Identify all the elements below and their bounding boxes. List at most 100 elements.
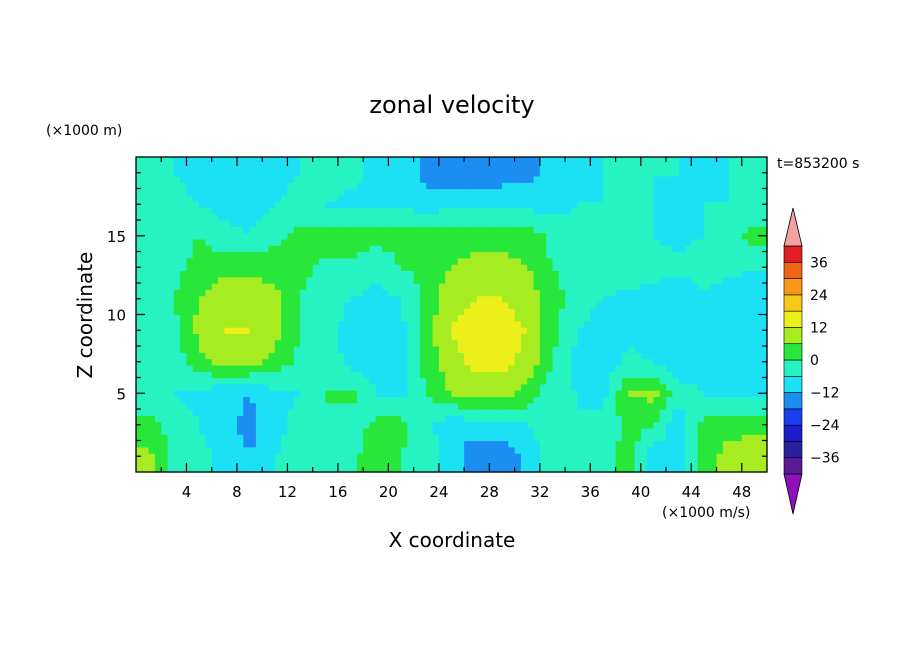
contour-cell — [748, 421, 755, 429]
contour-cell — [401, 352, 408, 360]
contour-cell — [173, 377, 181, 385]
contour-cell — [243, 201, 251, 208]
contour-cell — [514, 201, 522, 208]
contour-cell — [451, 314, 459, 322]
contour-cell — [312, 194, 320, 202]
contour-cell — [236, 409, 244, 416]
contour-cell — [136, 220, 143, 227]
contour-cell — [318, 238, 326, 246]
contour-cell — [142, 377, 150, 385]
contour-cell — [167, 232, 175, 240]
contour-cell — [584, 390, 591, 397]
contour-cell — [565, 175, 572, 183]
contour-cell — [640, 465, 648, 473]
contour-cell — [438, 346, 446, 353]
contour-cell — [154, 163, 162, 171]
contour-cell — [489, 440, 497, 448]
contour-cell — [628, 289, 636, 297]
contour-cell — [735, 194, 743, 202]
contour-cell — [615, 257, 623, 265]
contour-cell — [205, 201, 213, 208]
contour-cell — [609, 320, 617, 328]
contour-cell — [205, 402, 213, 410]
contour-cell — [192, 157, 200, 164]
contour-cell — [432, 213, 440, 221]
contour-cell — [249, 453, 257, 460]
contour-cell — [281, 358, 289, 366]
contour-cell — [300, 194, 307, 202]
contour-cell — [243, 175, 251, 183]
contour-cell — [426, 295, 434, 303]
contour-cell — [647, 320, 655, 328]
contour-cell — [684, 446, 692, 454]
contour-cell — [552, 251, 560, 259]
contour-cell — [318, 220, 326, 227]
contour-cell — [268, 465, 276, 473]
contour-cell — [344, 182, 352, 190]
contour-cell — [401, 377, 408, 385]
contour-cell — [344, 402, 352, 410]
contour-cell — [243, 182, 251, 190]
contour-cell — [609, 201, 617, 208]
contour-cell — [388, 421, 396, 429]
contour-cell — [602, 390, 610, 397]
contour-cell — [199, 427, 207, 435]
contour-cell — [476, 434, 484, 442]
contour-cell — [754, 169, 762, 177]
contour-cell — [672, 383, 680, 391]
contour-cell — [577, 320, 585, 328]
contour-cell — [413, 427, 421, 435]
contour-cell — [703, 245, 711, 253]
contour-cell — [268, 270, 276, 278]
contour-cell — [571, 283, 579, 290]
contour-cell — [154, 220, 162, 227]
contour-cell — [729, 333, 737, 341]
contour-cell — [596, 289, 604, 297]
contour-cell — [445, 352, 453, 360]
contour-cell — [230, 251, 238, 259]
contour-cell — [647, 396, 655, 404]
contour-cell — [596, 427, 604, 435]
contour-cell — [741, 283, 749, 290]
contour-cell — [590, 364, 598, 372]
contour-cell — [325, 320, 333, 328]
contour-cell — [678, 421, 686, 429]
contour-cell — [173, 434, 181, 442]
contour-cell — [154, 188, 162, 196]
contour-cell — [438, 434, 446, 442]
contour-cell — [344, 257, 352, 265]
contour-cell — [514, 409, 522, 416]
contour-cell — [438, 352, 446, 360]
contour-cell — [236, 364, 244, 372]
contour-cell — [350, 182, 358, 190]
contour-cell — [249, 163, 257, 171]
contour-cell — [161, 207, 169, 215]
contour-cell — [666, 427, 673, 435]
contour-cell — [615, 270, 623, 278]
contour-cell — [520, 194, 528, 202]
contour-cell — [754, 289, 762, 297]
contour-cell — [621, 264, 629, 271]
contour-cell — [243, 415, 251, 423]
contour-cell — [419, 245, 427, 253]
contour-cell — [760, 220, 768, 227]
contour-cell — [312, 459, 320, 467]
contour-cell — [230, 201, 238, 208]
contour-cell — [634, 320, 642, 328]
contour-cell — [716, 339, 724, 347]
contour-cell — [173, 453, 181, 460]
contour-cell — [306, 320, 314, 328]
contour-cell — [710, 415, 718, 423]
contour-cell — [199, 415, 207, 423]
contour-cell — [287, 402, 295, 410]
contour-cell — [318, 415, 326, 423]
contour-cell — [388, 320, 396, 328]
contour-cell — [703, 409, 711, 416]
contour-cell — [293, 459, 301, 467]
contour-cell — [609, 459, 617, 467]
contour-cell — [262, 251, 270, 259]
contour-cell — [243, 453, 251, 460]
contour-cell — [136, 396, 143, 404]
contour-cell — [716, 175, 724, 183]
contour-cell — [666, 276, 673, 284]
